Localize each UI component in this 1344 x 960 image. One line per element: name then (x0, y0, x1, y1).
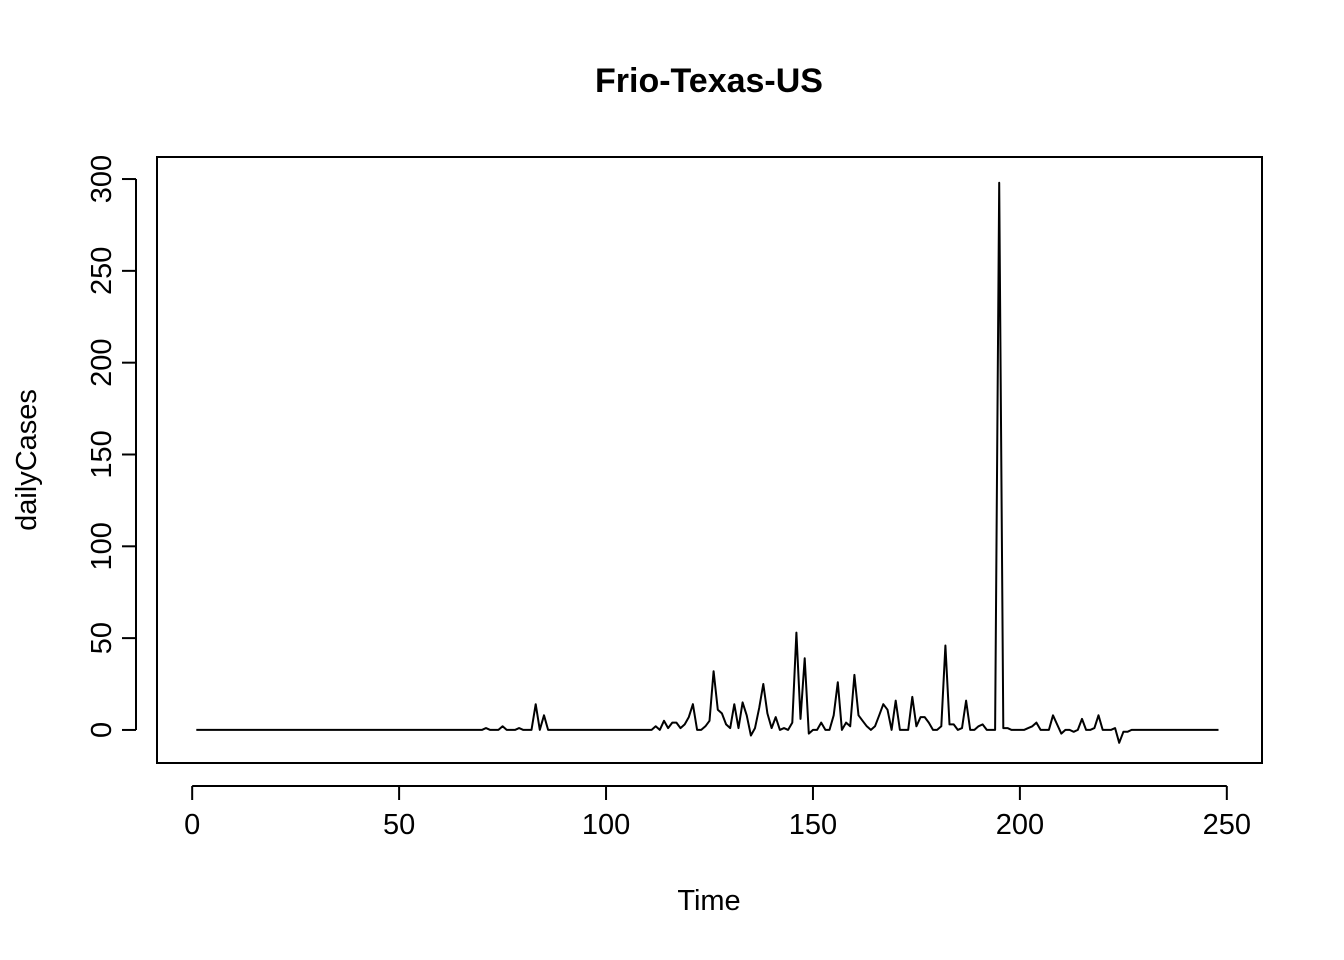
y-tick-label: 50 (86, 622, 118, 654)
plot-area-border (156, 156, 1263, 764)
x-tick-label: 200 (996, 809, 1044, 841)
y-tick-label: 250 (86, 247, 118, 295)
y-axis-label: dailyCases (11, 389, 43, 531)
x-axis: 0 50 100 150 200 250 (184, 785, 1251, 841)
x-tick-label: 100 (582, 809, 630, 841)
chart-title: Frio-Texas-US (595, 62, 823, 100)
x-tick-label: 50 (383, 809, 415, 841)
y-tick-label: 200 (86, 338, 118, 386)
y-tick-label: 150 (86, 430, 118, 478)
x-tick-label: 250 (1203, 809, 1251, 841)
x-tick-label: 150 (789, 809, 837, 841)
y-tick-label: 300 (86, 155, 118, 203)
x-tick-label: 0 (184, 809, 200, 841)
y-axis: 0 50 100 150 200 250 300 (86, 155, 137, 738)
series-line-daily-cases (196, 181, 1219, 744)
y-tick-label: 0 (86, 722, 118, 738)
x-axis-label: Time (677, 885, 740, 917)
y-tick-label: 100 (86, 522, 118, 570)
